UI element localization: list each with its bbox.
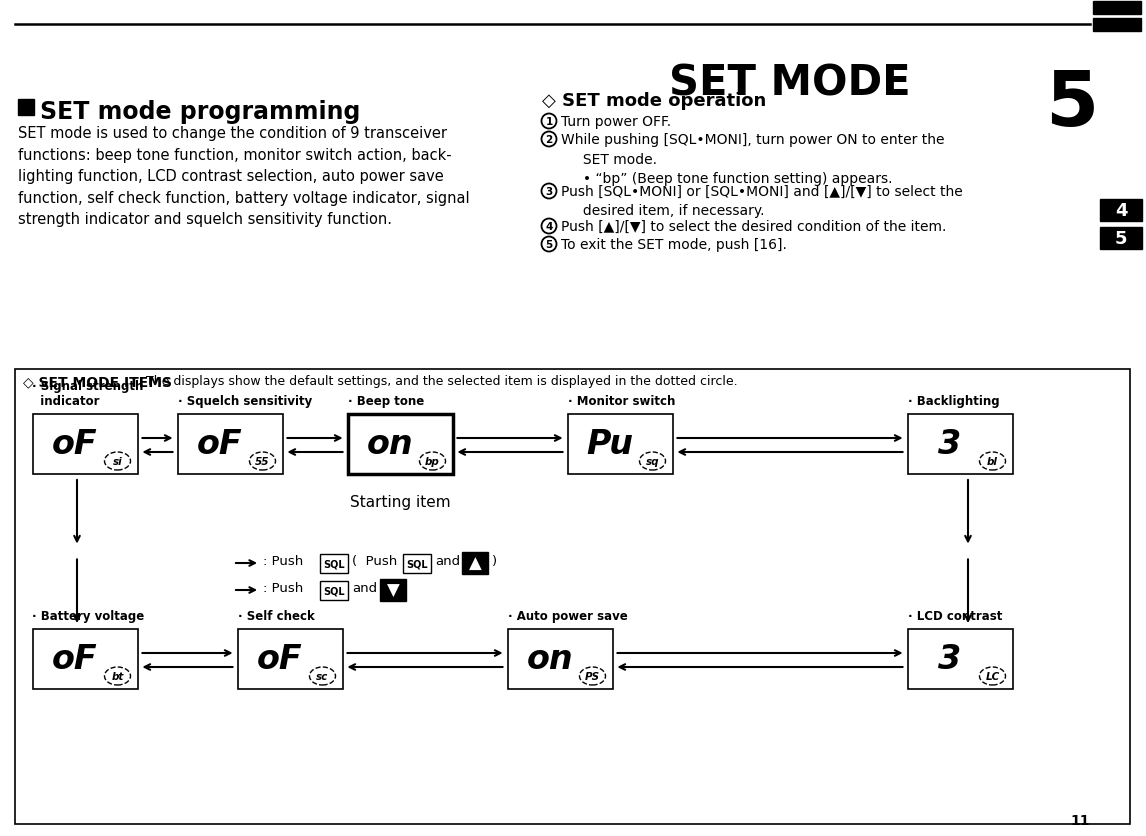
Text: si: si (112, 456, 123, 466)
Text: · Signal strength
  indicator: · Signal strength indicator (32, 380, 144, 407)
Text: bp: bp (425, 456, 440, 466)
Bar (462, 553, 488, 574)
Bar (1100, 200, 1143, 222)
Text: PS: PS (584, 671, 601, 681)
Text: Push [SQL•MONI] or [SQL•MONI] and [▲]/[▼] to select the
     desired item, if ne: Push [SQL•MONI] or [SQL•MONI] and [▲]/[▼… (562, 185, 963, 218)
Text: The displays show the default settings, and the selected item is displayed in th: The displays show the default settings, … (138, 375, 738, 388)
Bar (18, 99, 34, 116)
Text: bt: bt (111, 671, 124, 681)
Text: on: on (527, 643, 573, 675)
Text: ◇ SET MODE ITEMS: ◇ SET MODE ITEMS (23, 375, 172, 389)
Text: 55: 55 (256, 456, 269, 466)
Bar (508, 630, 612, 689)
Text: · Auto power save: · Auto power save (508, 609, 627, 622)
Text: 3: 3 (939, 428, 961, 461)
Bar (178, 415, 283, 475)
Text: Pu: Pu (587, 428, 634, 461)
Bar (32, 630, 138, 689)
Text: (  Push: ( Push (352, 554, 398, 568)
Text: 5: 5 (545, 240, 552, 250)
Text: oF: oF (197, 428, 243, 461)
Text: Push [▲]/[▼] to select the desired condition of the item.: Push [▲]/[▼] to select the desired condi… (562, 220, 947, 234)
Text: · Battery voltage: · Battery voltage (32, 609, 144, 622)
Text: : Push: : Push (262, 554, 304, 568)
Text: 5: 5 (1045, 68, 1099, 142)
Text: SQL: SQL (323, 586, 345, 596)
Bar (15, 370, 1130, 824)
Text: Turn power OFF.: Turn power OFF. (562, 115, 672, 129)
Text: 4: 4 (545, 222, 552, 232)
Bar (403, 554, 431, 573)
Text: ▲: ▲ (469, 554, 481, 573)
Bar (320, 554, 348, 573)
Text: · Beep tone: · Beep tone (347, 395, 424, 407)
Text: SET mode programming: SET mode programming (40, 99, 360, 124)
Text: 4: 4 (1115, 201, 1128, 220)
Text: SQL: SQL (323, 558, 345, 568)
Text: SET MODE: SET MODE (669, 62, 911, 104)
Text: 5: 5 (1115, 230, 1128, 247)
Text: sc: sc (316, 671, 329, 681)
Text: SQL: SQL (406, 558, 427, 568)
Bar (237, 630, 343, 689)
Text: SET mode is used to change the condition of 9 transceiver
functions: beep tone f: SET mode is used to change the condition… (18, 126, 470, 227)
Text: oF: oF (53, 428, 97, 461)
Bar (908, 415, 1013, 475)
Bar (380, 579, 406, 601)
Text: : Push: : Push (262, 581, 304, 594)
Text: ▼: ▼ (386, 581, 399, 599)
Text: Starting item: Starting item (350, 494, 450, 509)
Text: LC: LC (986, 671, 999, 681)
Text: sq: sq (645, 456, 659, 466)
Text: · Backlighting: · Backlighting (908, 395, 999, 407)
Text: To exit the SET mode, push [16].: To exit the SET mode, push [16]. (562, 237, 787, 252)
Bar (347, 415, 453, 475)
Bar (32, 415, 138, 475)
Bar (1093, 19, 1141, 32)
Bar (1093, 2, 1141, 15)
Text: · Squelch sensitivity: · Squelch sensitivity (178, 395, 312, 407)
Text: ◇ SET mode operation: ◇ SET mode operation (542, 92, 767, 110)
Text: ): ) (492, 554, 497, 568)
Text: 1: 1 (545, 117, 552, 127)
Text: oF: oF (257, 643, 303, 675)
Text: and: and (352, 581, 377, 594)
Text: bl: bl (987, 456, 998, 466)
Text: 3: 3 (939, 643, 961, 675)
Text: · Self check: · Self check (237, 609, 314, 622)
Text: 3: 3 (545, 186, 552, 196)
Text: While pushing [SQL•MONI], turn power ON to enter the
     SET mode.
     • “bp” : While pushing [SQL•MONI], turn power ON … (562, 133, 944, 186)
Text: and: and (435, 554, 461, 568)
Text: oF: oF (53, 643, 97, 675)
Text: 2: 2 (545, 135, 552, 145)
Text: 11: 11 (1070, 813, 1090, 827)
Bar (908, 630, 1013, 689)
Text: on: on (367, 428, 414, 461)
Bar (320, 581, 348, 600)
Bar (1100, 227, 1143, 250)
Text: · LCD contrast: · LCD contrast (908, 609, 1002, 622)
Text: · Monitor switch: · Monitor switch (567, 395, 675, 407)
Bar (567, 415, 673, 475)
